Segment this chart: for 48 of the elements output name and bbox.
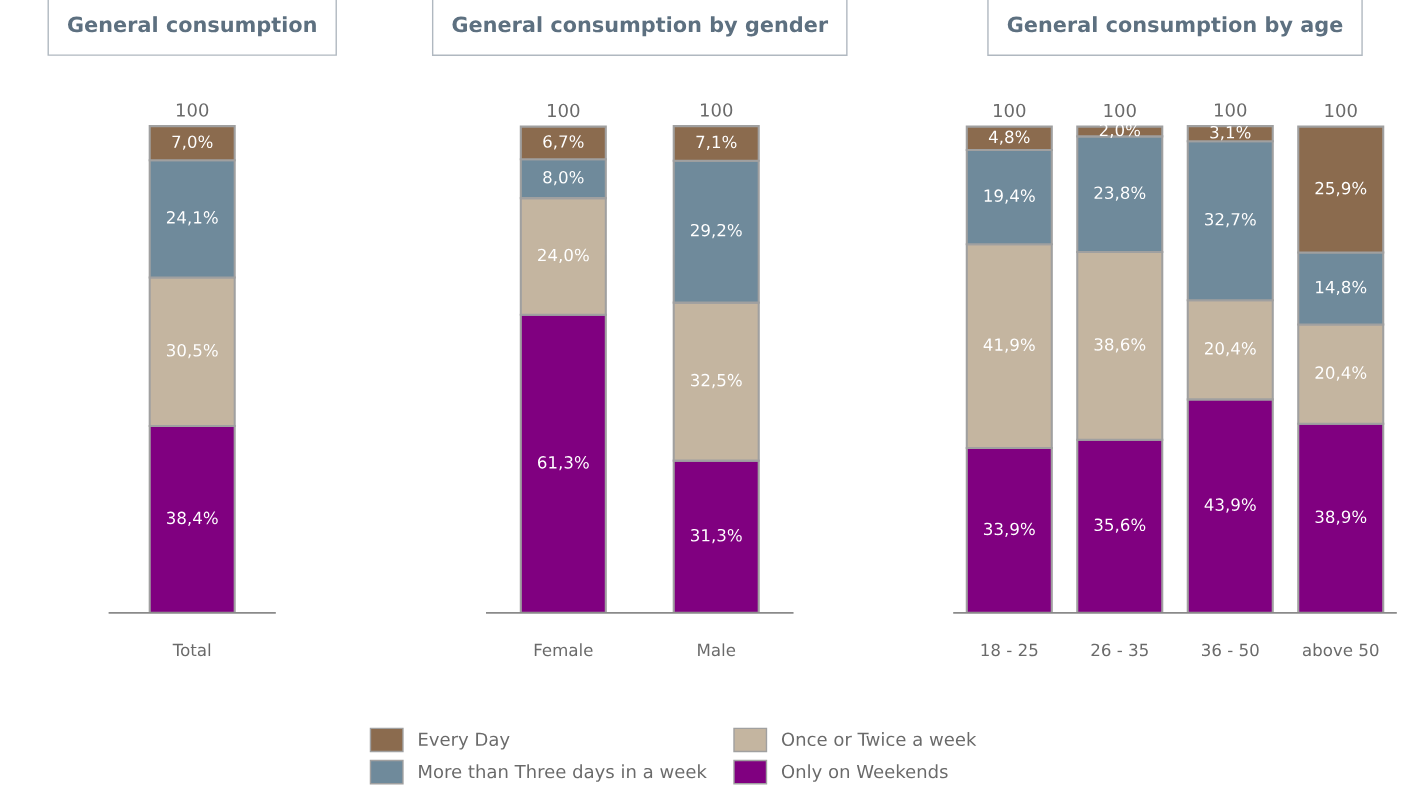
data-label: 23,8% (1094, 186, 1146, 201)
total-label: 100 (994, 103, 1026, 118)
data-label: 19,4% (984, 189, 1035, 204)
data-label: 30,5% (167, 343, 218, 359)
total-label: 100 (1215, 103, 1247, 117)
x-tick-label: Female (534, 643, 593, 657)
x-tick-label: 18 - 25 (981, 643, 1038, 657)
chart-title: General consumption (68, 16, 316, 37)
data-label: 31,3% (691, 528, 742, 544)
x-tick-label: Total (172, 643, 211, 657)
data-label: 33,9% (984, 522, 1035, 537)
data-label: 4,8% (988, 130, 1030, 145)
data-label: 6,7% (543, 135, 584, 150)
data-label: 32,5% (691, 373, 742, 389)
data-label: 61,3% (538, 456, 589, 471)
data-label: 35,6% (1094, 518, 1146, 533)
total-label: 100 (1325, 103, 1357, 118)
total-label: 100 (176, 103, 209, 117)
data-label: 20,4% (1315, 366, 1367, 381)
x-tick-label: Male (698, 643, 736, 657)
data-label: 8,0% (543, 170, 584, 186)
legend-label: Every Day (419, 732, 510, 750)
legend-label: Only on Weekends (781, 764, 948, 782)
total-label: 100 (700, 103, 733, 117)
total-label: 100 (548, 103, 580, 118)
data-label: 43,9% (1204, 498, 1256, 513)
legend-label: Once or Twice a week (781, 732, 977, 747)
chart-title: General consumption by age (1007, 16, 1343, 37)
x-tick-label: above 50 (1302, 643, 1379, 657)
data-label: 41,9% (983, 338, 1035, 353)
data-label: 3,1% (1210, 125, 1251, 141)
x-tick-label: 26 - 35 (1091, 643, 1148, 657)
legend-label: More than Three days in a week (419, 764, 707, 782)
data-label: 38,6% (1094, 338, 1146, 353)
data-label: 7,0% (172, 135, 213, 150)
data-label: 24,1% (166, 211, 218, 226)
data-label: 38,9% (1315, 510, 1367, 525)
data-label: 25,9% (1315, 181, 1367, 197)
total-label: 100 (1104, 103, 1136, 118)
data-label: 38,4% (167, 511, 218, 526)
x-tick-label: 36 - 50 (1202, 643, 1259, 657)
data-label: 32,7% (1205, 212, 1256, 228)
data-label: 24,0% (538, 248, 589, 263)
chart-title: General consumption by gender (452, 16, 829, 37)
data-label: 20,4% (1205, 342, 1256, 357)
data-label: 7,1% (696, 135, 737, 150)
data-label: 14,8% (1316, 280, 1367, 296)
data-label: 29,2% (690, 223, 742, 239)
